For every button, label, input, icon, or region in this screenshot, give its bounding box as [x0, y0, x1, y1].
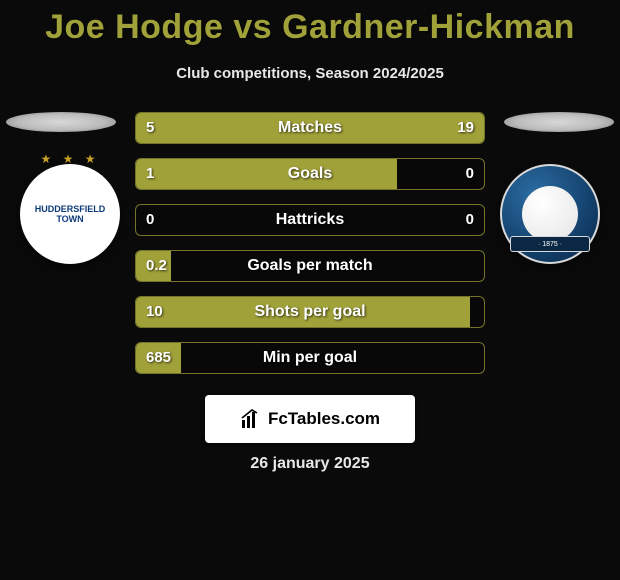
crest-right-ribbon: · 1875 ·	[510, 236, 590, 252]
stat-row: Hattricks0 0	[135, 204, 485, 236]
stat-row: Matches5 19	[135, 112, 485, 144]
stat-value-left: 685	[146, 343, 171, 373]
crest-right: · 1875 ·	[500, 164, 600, 264]
stat-label: Matches	[136, 113, 484, 143]
stat-label: Goals per match	[136, 251, 484, 281]
stat-label: Min per goal	[136, 343, 484, 373]
platform-left	[6, 112, 116, 132]
stat-row: Shots per goal10	[135, 296, 485, 328]
footer-brand-badge: FcTables.com	[205, 395, 415, 443]
stat-value-left: 0.2	[146, 251, 167, 281]
stat-value-left: 5	[146, 113, 154, 143]
stat-bars: Matches519Goals10Hattricks00Goals per ma…	[135, 112, 485, 388]
date-text: 26 january 2025	[0, 455, 620, 473]
stat-row: Min per goal685	[135, 342, 485, 374]
stat-label: Goals	[136, 159, 484, 189]
stat-label: Hattricks	[136, 205, 484, 235]
subtitle: Club competitions, Season 2024/2025	[0, 65, 620, 82]
platform-right	[504, 112, 614, 132]
stat-value-left: 1	[146, 159, 154, 189]
stat-value-right: 19	[457, 113, 474, 143]
stat-label: Shots per goal	[136, 297, 484, 327]
stat-value-right: 0	[466, 205, 474, 235]
stat-row: Goals1 0	[135, 158, 485, 190]
stat-value-right: 0	[466, 159, 474, 189]
stat-value-left: 10	[146, 297, 163, 327]
globe-icon	[522, 186, 578, 242]
footer-brand-text: FcTables.com	[268, 409, 380, 429]
stat-value-left: 0	[146, 205, 154, 235]
crest-right-circle: · 1875 ·	[500, 164, 600, 264]
crest-left: ★ ★ ★ HUDDERSFIELD TOWN	[20, 164, 120, 264]
crest-left-text: HUDDERSFIELD TOWN	[20, 198, 120, 230]
page-title: Joe Hodge vs Gardner-Hickman	[0, 0, 620, 47]
chart-icon	[240, 408, 262, 430]
crest-left-circle: HUDDERSFIELD TOWN	[20, 164, 120, 264]
stat-row: Goals per match0.2	[135, 250, 485, 282]
